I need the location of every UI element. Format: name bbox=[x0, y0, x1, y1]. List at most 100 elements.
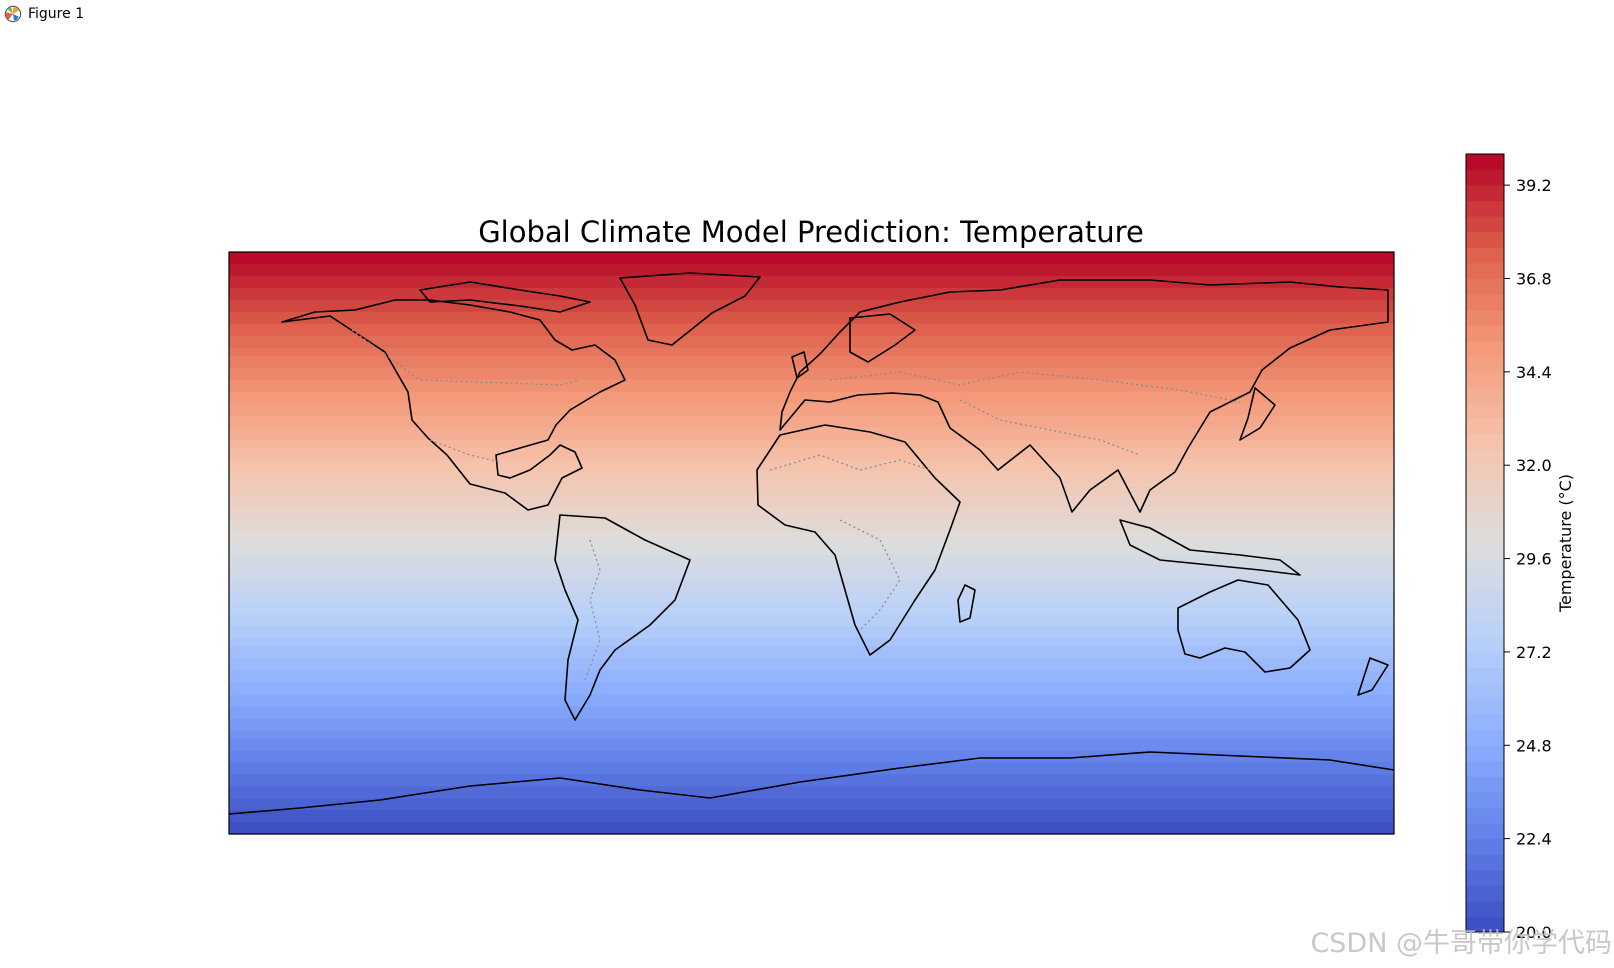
temperature-band bbox=[229, 315, 1394, 321]
temperature-band bbox=[229, 770, 1394, 775]
temperature-band bbox=[229, 578, 1394, 584]
temperature-band bbox=[229, 319, 1394, 325]
temperature-band bbox=[229, 479, 1394, 484]
colorbar-level bbox=[1466, 683, 1504, 700]
window-titlebar: Figure 1 bbox=[0, 0, 1614, 28]
temperature-band bbox=[229, 546, 1394, 552]
border-south-america bbox=[584, 539, 601, 681]
temperature-band bbox=[229, 275, 1394, 281]
temperature-band bbox=[229, 710, 1394, 716]
temperature-band bbox=[229, 303, 1394, 309]
temperature-band bbox=[229, 263, 1394, 269]
temperature-band bbox=[229, 519, 1394, 524]
temperature-band bbox=[229, 471, 1394, 476]
temperature-band bbox=[229, 535, 1394, 540]
temperature-band bbox=[229, 806, 1394, 811]
coastline-scandinavia bbox=[849, 313, 916, 363]
temperature-band bbox=[229, 818, 1394, 823]
temperature-band bbox=[229, 391, 1394, 397]
colorbar-level bbox=[1466, 558, 1504, 575]
colorbar: 20.0 22.4 24.8 27.2 29.6 32.0 34.4 36.8 39.2 Tem… bbox=[1465, 153, 1575, 942]
temperature-band bbox=[229, 271, 1394, 277]
temperature-band bbox=[229, 475, 1394, 480]
colorbar-level bbox=[1466, 620, 1504, 637]
colorbar-level bbox=[1466, 278, 1504, 295]
colorbar-tick-label: 39.2 bbox=[1516, 176, 1552, 195]
temperature-band bbox=[229, 267, 1394, 273]
colorbar-tick-label: 22.4 bbox=[1516, 830, 1552, 849]
temperature-band bbox=[229, 483, 1394, 488]
temperature-band bbox=[229, 379, 1394, 385]
temperature-band bbox=[229, 742, 1394, 747]
temperature-band bbox=[229, 662, 1394, 668]
temperature-band bbox=[229, 351, 1394, 357]
colorbar-label: Temperature (°C) bbox=[1556, 474, 1575, 613]
temperature-band bbox=[229, 419, 1394, 425]
temperature-band bbox=[229, 606, 1394, 612]
temperature-band bbox=[229, 451, 1394, 456]
colorbar-level bbox=[1466, 760, 1504, 777]
temperature-band bbox=[229, 610, 1394, 616]
temperature-band bbox=[229, 654, 1394, 660]
temperature-band bbox=[229, 678, 1394, 684]
temperature-band bbox=[229, 590, 1394, 596]
temperature-band bbox=[229, 439, 1394, 444]
colorbar-level bbox=[1466, 216, 1504, 233]
temperature-band bbox=[229, 638, 1394, 644]
coastline-south-america bbox=[554, 514, 691, 721]
temperature-band bbox=[229, 630, 1394, 636]
colorbar-level bbox=[1466, 838, 1504, 855]
temperature-band bbox=[229, 702, 1394, 708]
temperature-band bbox=[229, 762, 1394, 767]
colorbar-level bbox=[1466, 371, 1504, 388]
colorbar-level bbox=[1466, 200, 1504, 217]
temperature-band bbox=[229, 570, 1394, 576]
colorbar-level bbox=[1466, 262, 1504, 279]
temperature-band bbox=[229, 415, 1394, 421]
colorbar-level bbox=[1466, 402, 1504, 420]
temperature-band bbox=[229, 714, 1394, 719]
coastline-antarctica bbox=[229, 751, 1394, 815]
temperature-band bbox=[229, 622, 1394, 628]
temperature-band bbox=[229, 790, 1394, 795]
colorbar-level bbox=[1466, 434, 1504, 451]
colorbar-level bbox=[1466, 605, 1504, 622]
colorbar-tick-label: 24.8 bbox=[1516, 736, 1552, 755]
colorbar-level bbox=[1466, 667, 1504, 684]
temperature-band bbox=[229, 694, 1394, 700]
colorbar-level bbox=[1466, 651, 1504, 668]
temperature-band bbox=[229, 403, 1394, 409]
coastline-new-zealand bbox=[1357, 657, 1389, 696]
temperature-band bbox=[229, 674, 1394, 680]
temperature-band bbox=[229, 299, 1394, 305]
temperature-band bbox=[229, 594, 1394, 600]
colorbar-level bbox=[1466, 791, 1504, 809]
colorbar-level bbox=[1466, 294, 1504, 311]
colorbar-tick-label: 27.2 bbox=[1516, 643, 1552, 662]
coastline-africa bbox=[756, 424, 961, 656]
window-title: Figure 1 bbox=[28, 6, 85, 22]
temperature-band bbox=[229, 682, 1394, 688]
colorbar-level bbox=[1466, 169, 1504, 186]
colorbar-tick-label: 20.0 bbox=[1516, 923, 1552, 942]
temperature-band bbox=[229, 582, 1394, 588]
temperature-band bbox=[229, 554, 1394, 560]
temperature-band bbox=[229, 343, 1394, 349]
colorbar-level bbox=[1466, 356, 1504, 373]
colorbar-ticks: 20.0 22.4 24.8 27.2 29.6 32.0 34.4 36.8 39.2 bbox=[1504, 176, 1552, 942]
temperature-band bbox=[229, 399, 1394, 405]
colorbar-level bbox=[1466, 745, 1504, 762]
temperature-band bbox=[229, 527, 1394, 532]
colorbar-level bbox=[1466, 387, 1504, 404]
temperature-band bbox=[229, 427, 1394, 432]
border-central-asia bbox=[959, 399, 1141, 456]
temperature-band bbox=[229, 347, 1394, 353]
temperature-band bbox=[229, 523, 1394, 528]
temperature-band bbox=[229, 614, 1394, 620]
temperature-band bbox=[229, 499, 1394, 504]
colorbar-level bbox=[1466, 543, 1504, 560]
temperature-band bbox=[229, 387, 1394, 393]
temperature-band bbox=[229, 626, 1394, 632]
colorbar-level bbox=[1466, 465, 1504, 482]
temperature-band bbox=[229, 459, 1394, 464]
